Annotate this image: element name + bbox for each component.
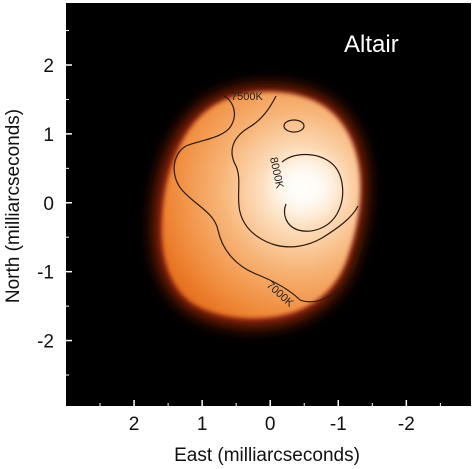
- star-disk: [162, 91, 361, 319]
- y-tick-label: 0: [43, 194, 54, 215]
- contour-8000k: [281, 153, 344, 232]
- y-tick-label: 1: [43, 125, 54, 146]
- y-tick-label: -2: [37, 332, 54, 353]
- y-tick-label: -1: [37, 263, 54, 284]
- x-tick-label: 1: [197, 414, 208, 435]
- star-image: 7500K 8000K 7000K: [156, 87, 365, 325]
- x-tick-label: 0: [265, 414, 276, 435]
- x-tick-label: -2: [398, 414, 415, 435]
- x-axis-label: East (milliarcseconds): [174, 445, 360, 466]
- hot-core: [276, 160, 336, 212]
- y-axis-label: North (milliarcseconds): [3, 109, 24, 303]
- y-tick-label: 2: [43, 56, 54, 77]
- contour-label-7500k: 7500K: [231, 91, 263, 103]
- contour-7500k-island: [283, 119, 305, 133]
- contour-7500k: [231, 95, 359, 248]
- contour-7000k: [173, 95, 363, 303]
- x-axis: 2 1 0 -1 -2: [99, 400, 441, 435]
- x-tick-label: -1: [330, 414, 347, 435]
- chart-title: Altair: [344, 31, 399, 58]
- y-axis: 2 1 0 -1 -2: [37, 30, 72, 376]
- x-tick-label: 2: [129, 414, 140, 435]
